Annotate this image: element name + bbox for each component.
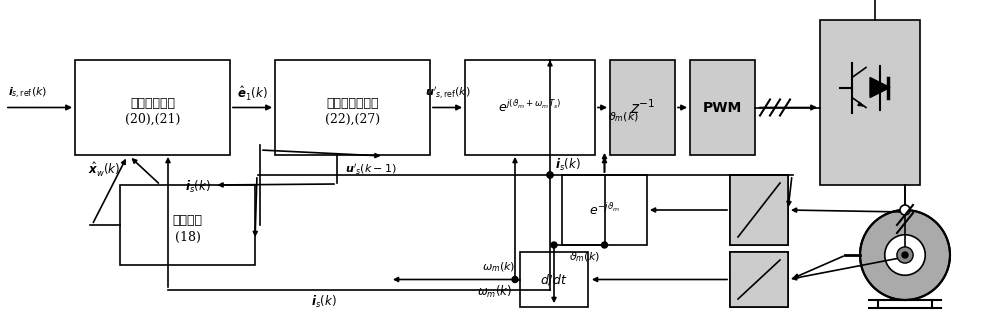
Bar bbox=[610, 60, 675, 155]
Circle shape bbox=[547, 172, 553, 178]
Bar bbox=[820, 20, 920, 185]
Circle shape bbox=[512, 276, 518, 282]
Polygon shape bbox=[870, 77, 890, 97]
Text: $\boldsymbol{i}_s(k)$: $\boldsymbol{i}_s(k)$ bbox=[555, 157, 581, 173]
Bar bbox=[275, 60, 430, 155]
Text: (20),(21): (20),(21) bbox=[125, 113, 180, 126]
Text: 状态观测: 状态观测 bbox=[173, 215, 202, 227]
Text: 系统行为预测: 系统行为预测 bbox=[130, 97, 175, 110]
Circle shape bbox=[897, 247, 913, 263]
Bar bbox=[562, 175, 647, 245]
Text: $\omega_m(k)$: $\omega_m(k)$ bbox=[482, 261, 515, 274]
Bar bbox=[730, 175, 788, 245]
Text: 预测谐振控制器: 预测谐振控制器 bbox=[326, 97, 379, 110]
Bar bbox=[120, 185, 255, 265]
Bar bbox=[520, 252, 588, 307]
Text: (22),(27): (22),(27) bbox=[325, 113, 380, 126]
Circle shape bbox=[551, 242, 557, 248]
Bar bbox=[75, 60, 230, 155]
Bar bbox=[730, 252, 788, 307]
Bar bbox=[465, 60, 595, 155]
Text: $\boldsymbol{i}_s(k)$: $\boldsymbol{i}_s(k)$ bbox=[311, 294, 337, 310]
Text: $\boldsymbol{i}_{s,\mathrm{ref}}(k)$: $\boldsymbol{i}_{s,\mathrm{ref}}(k)$ bbox=[8, 86, 47, 101]
Text: $\hat{\boldsymbol{x}}_w(k)$: $\hat{\boldsymbol{x}}_w(k)$ bbox=[88, 161, 120, 179]
Circle shape bbox=[902, 252, 908, 258]
Circle shape bbox=[547, 172, 553, 178]
Circle shape bbox=[602, 242, 608, 248]
Text: PWM: PWM bbox=[703, 100, 742, 115]
Text: $\boldsymbol{u}'_{s,\mathrm{ref}}(k)$: $\boldsymbol{u}'_{s,\mathrm{ref}}(k)$ bbox=[425, 85, 470, 101]
Circle shape bbox=[900, 205, 910, 215]
Text: (18): (18) bbox=[175, 231, 200, 243]
Circle shape bbox=[885, 235, 925, 275]
Text: $e^{j(\vartheta_m+\omega_m T_s)}$: $e^{j(\vartheta_m+\omega_m T_s)}$ bbox=[498, 100, 562, 115]
Text: $\vartheta_m(k)$: $\vartheta_m(k)$ bbox=[608, 111, 639, 124]
Text: $\boldsymbol{u}'_s(k-1)$: $\boldsymbol{u}'_s(k-1)$ bbox=[345, 163, 397, 177]
Bar bbox=[690, 60, 755, 155]
Text: $\hat{\boldsymbol{e}}_1(k)$: $\hat{\boldsymbol{e}}_1(k)$ bbox=[237, 85, 268, 103]
Bar bbox=[730, 175, 788, 245]
Text: $\omega_m(k)$: $\omega_m(k)$ bbox=[477, 283, 512, 300]
Text: $e^{-j\vartheta_m}$: $e^{-j\vartheta_m}$ bbox=[589, 202, 620, 218]
Text: $\vartheta_m(k)$: $\vartheta_m(k)$ bbox=[569, 250, 600, 264]
Text: $z^{-1}$: $z^{-1}$ bbox=[630, 98, 655, 117]
Bar bbox=[730, 252, 788, 307]
Text: $d/dt$: $d/dt$ bbox=[540, 272, 568, 287]
Text: $\boldsymbol{i}_s(k)$: $\boldsymbol{i}_s(k)$ bbox=[185, 179, 210, 195]
Circle shape bbox=[860, 210, 950, 300]
